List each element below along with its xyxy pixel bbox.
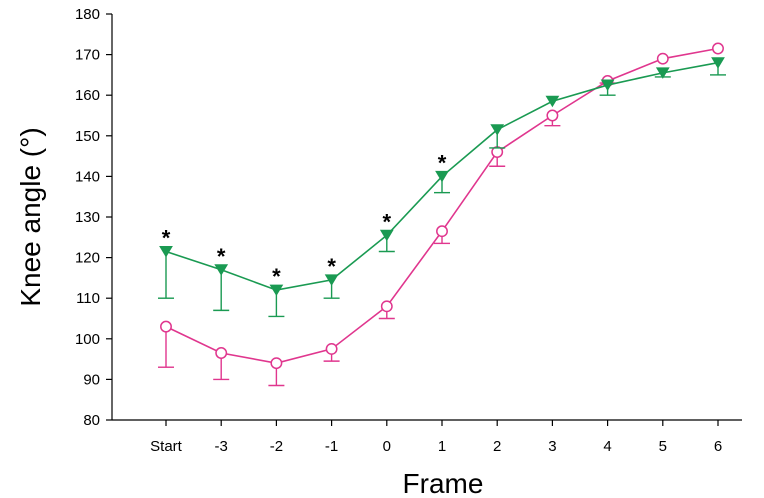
series-1-point-3 [325, 343, 338, 355]
series-0-point-5 [435, 170, 449, 183]
series-1-point-7 [546, 109, 559, 122]
significance-star-2: * [272, 264, 281, 289]
series-0-point-7 [545, 95, 560, 108]
series-1-point-0 [160, 320, 172, 333]
series-0-point-9 [655, 67, 670, 79]
series-1-point-5 [436, 225, 448, 238]
y-tick-label-100: 100 [75, 331, 100, 348]
significance-star-3: * [327, 254, 336, 279]
x-tick-label-9: 5 [659, 438, 667, 455]
annotation-layer: * * * * * * [162, 150, 447, 289]
x-tick-label-5: 1 [438, 438, 446, 455]
series-1-point-10 [712, 42, 724, 55]
y-tick-label-110: 110 [76, 290, 100, 307]
y-tick-label-150: 150 [75, 128, 100, 145]
series-1-line [165, 47, 719, 364]
x-tick-label-3: -1 [325, 438, 338, 455]
x-tick-label-1: -3 [215, 438, 228, 455]
y-axis-title: Knee angle (°) [15, 127, 46, 306]
y-tick-label-130: 130 [75, 209, 100, 226]
x-tick-label-0: Start [150, 438, 183, 455]
y-tick-label-120: 120 [75, 250, 100, 267]
y-tick-label-80: 80 [83, 412, 100, 429]
y-tick-label-140: 140 [75, 168, 100, 185]
series-0-point-6 [490, 124, 505, 136]
series-0-point-0 [159, 246, 173, 258]
series-1-point-2 [270, 357, 283, 370]
x-tick-label-7: 3 [548, 438, 556, 455]
y-tick-label-160: 160 [75, 87, 100, 104]
series-0-point-8 [600, 79, 615, 92]
significance-star-4: * [383, 209, 392, 234]
y-tick-label-180: 180 [75, 6, 100, 23]
series-1-point-4 [380, 300, 393, 313]
series-0-point-1 [214, 264, 229, 276]
series-1-point-1 [215, 347, 228, 359]
series-0-point-10 [711, 57, 725, 69]
x-axis-title: Frame [403, 468, 484, 498]
significance-star-0: * [162, 226, 171, 251]
y-tick-label-170: 170 [75, 47, 100, 64]
series-1-point-9 [656, 52, 669, 65]
series-0-point-4 [379, 229, 394, 242]
y-tick-label-90: 90 [83, 371, 100, 388]
significance-star-1: * [217, 244, 226, 269]
x-tick-label-10: 6 [714, 438, 722, 455]
series-1 [158, 42, 724, 387]
series-layer [158, 42, 726, 387]
x-tick-label-2: -2 [270, 438, 283, 455]
significance-star-5: * [438, 150, 447, 175]
series-0-point-3 [324, 274, 339, 286]
x-tick-label-8: 4 [603, 438, 611, 455]
x-tick-label-4: 0 [383, 438, 391, 455]
x-tick-label-6: 2 [493, 438, 501, 455]
axes [111, 14, 742, 421]
series-0 [158, 57, 726, 318]
series-0-point-2 [269, 284, 284, 297]
